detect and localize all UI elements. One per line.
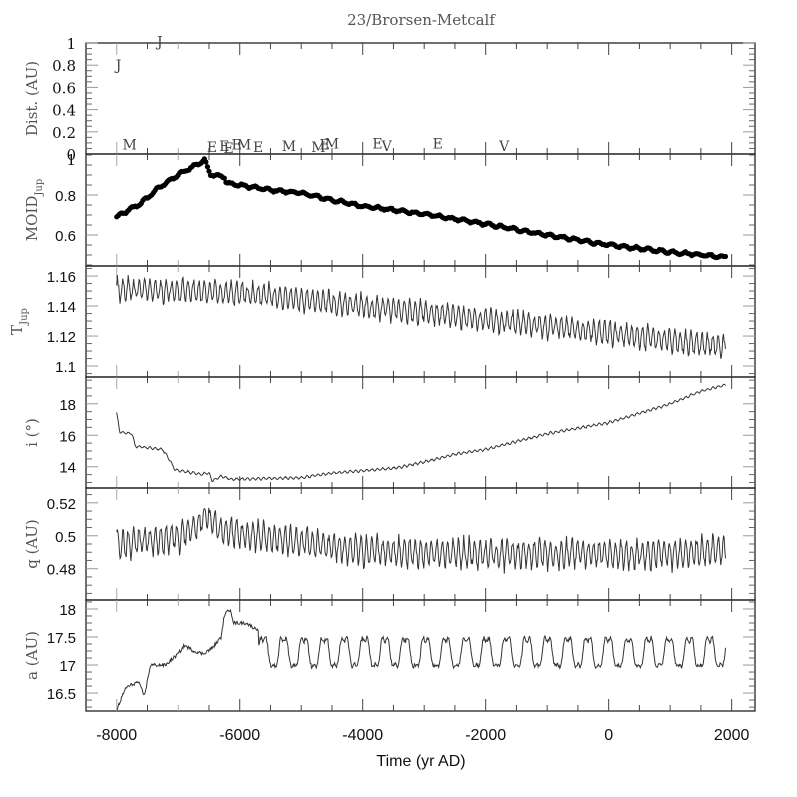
panel-tjup: 1.1 1.12 1.14 1.16 TJup xyxy=(8,265,756,378)
y-tick-label: 16 xyxy=(59,428,76,445)
encounter-E: E xyxy=(232,138,242,154)
x-axis-label: Time (yr AD) xyxy=(376,753,465,770)
y-tick-label: 0 xyxy=(66,146,76,164)
y-axis-label-subscript: Jup xyxy=(19,308,30,326)
y-tick-label: 1.12 xyxy=(47,329,76,346)
y-tick-label: 0.4 xyxy=(52,102,76,120)
encounter-M: M xyxy=(237,138,251,154)
y-tick-label: 16.5 xyxy=(47,686,76,703)
y-tick-label: 0.8 xyxy=(52,57,76,75)
encounter-M: M xyxy=(325,137,339,153)
encounter-E: E xyxy=(433,137,443,153)
y-axis-label: MOIDJup xyxy=(23,179,45,241)
y-tick-label: 1.14 xyxy=(47,299,76,316)
moid-point xyxy=(722,253,729,260)
y-tick-label: 0.6 xyxy=(55,228,76,245)
panel-q: 0.48 0.5 0.52 q (AU) xyxy=(23,487,756,601)
series-line-incl xyxy=(116,383,726,483)
panel-a: 16.5 17 17.5 18 a (AU) xyxy=(23,599,756,712)
y-tick-label: 1.16 xyxy=(47,269,76,286)
encounter-J: J xyxy=(114,58,122,74)
encounter-E: E xyxy=(372,137,382,153)
y-tick-label: 17 xyxy=(59,658,76,675)
y-tick-label: 0.2 xyxy=(52,124,76,142)
y-axis-label: i (°) xyxy=(23,418,41,447)
encounter-V: V xyxy=(381,139,393,155)
x-tick-label: -6000 xyxy=(219,727,260,744)
x-axis: -8000 -6000 -4000 -2000 0 2000 xyxy=(96,727,749,744)
encounter-M: M xyxy=(282,139,296,155)
encounter-E: E xyxy=(319,138,329,154)
series-line-tjup xyxy=(116,275,726,359)
panel-incl: 14 16 18 i (°) xyxy=(23,376,756,489)
panel-frame xyxy=(85,265,756,378)
y-tick-label: 18 xyxy=(59,602,76,619)
moid-point xyxy=(206,168,212,174)
y-tick-label: 1.1 xyxy=(55,359,76,376)
encounter-E: E xyxy=(224,141,234,157)
encounter-M: M xyxy=(311,140,325,156)
panel-frame xyxy=(85,376,756,489)
encounter-M: M xyxy=(122,138,136,154)
x-tick-label: -4000 xyxy=(342,727,383,744)
encounter-V: V xyxy=(498,139,510,155)
x-tick-label: -2000 xyxy=(465,727,506,744)
encounter-E: E xyxy=(253,140,263,156)
y-tick-label: 0.6 xyxy=(52,79,76,97)
y-tick-label: 14 xyxy=(59,460,76,477)
x-tick-label: 0 xyxy=(604,727,613,744)
encounter-J: J xyxy=(155,34,163,50)
series-line-q xyxy=(116,507,726,574)
panel-moid: 0.6 0.8 1 MOIDJup xyxy=(23,151,756,267)
y-axis-label-subscript: Jup xyxy=(34,179,45,197)
y-tick-label-top: 1 xyxy=(66,151,76,169)
chart-title: 23/Brorsen-Metcalf xyxy=(347,11,496,29)
y-axis-label: TJup xyxy=(8,308,30,335)
y-tick-label: 0.48 xyxy=(47,562,76,579)
y-tick-label: 0.8 xyxy=(55,188,76,205)
y-axis-label: a (AU) xyxy=(23,631,41,680)
panel-frame xyxy=(85,42,756,155)
moid-point xyxy=(203,159,209,165)
y-tick-label: 18 xyxy=(59,397,76,414)
y-tick-label: 0.52 xyxy=(47,496,76,513)
y-tick-label: 0.5 xyxy=(55,529,76,546)
panel-frame xyxy=(85,599,756,712)
y-axis-label: Dist. (AU) xyxy=(23,61,41,136)
moid-point xyxy=(221,175,227,181)
y-axis-label: q (AU) xyxy=(23,519,41,569)
y-tick-label: 17.5 xyxy=(47,630,76,647)
moid-point xyxy=(204,164,211,170)
encounter-E: E xyxy=(207,140,217,156)
encounter-E: E xyxy=(219,139,229,155)
series-line-a xyxy=(116,608,726,711)
y-tick-label: 1 xyxy=(66,35,76,53)
x-tick-label: -8000 xyxy=(96,727,137,744)
x-tick-label: 2000 xyxy=(714,727,750,744)
